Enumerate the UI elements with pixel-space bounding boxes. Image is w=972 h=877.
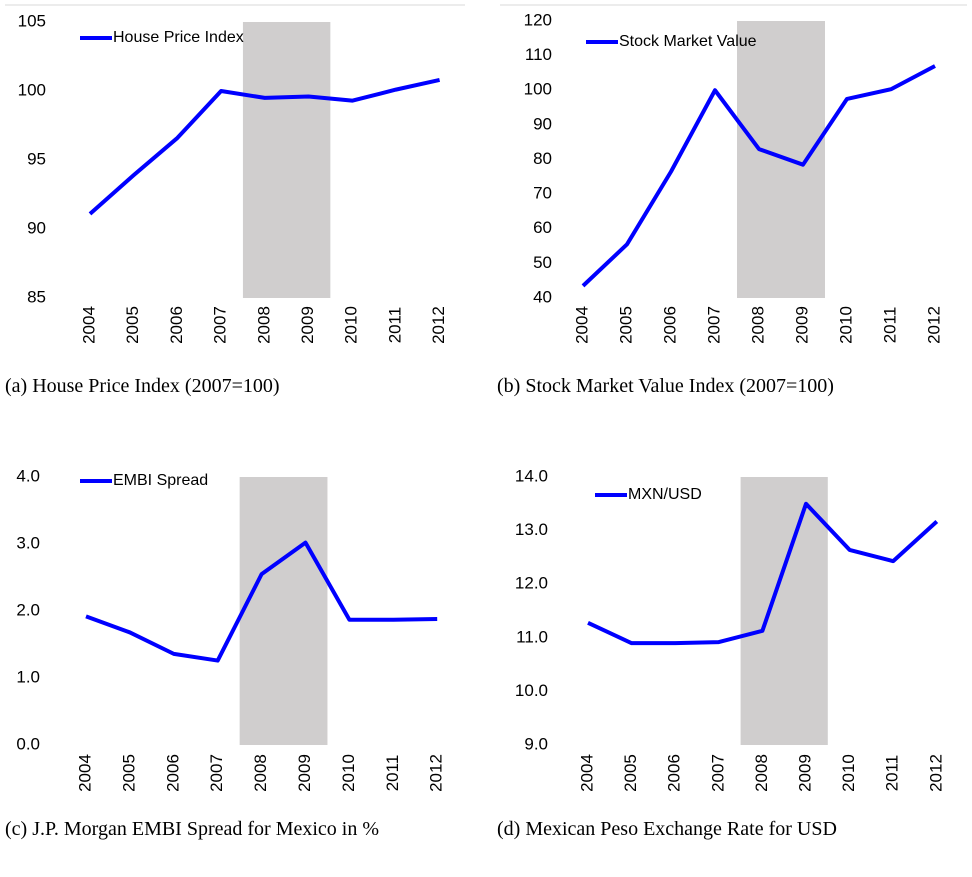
x-tick-label: 2011	[385, 307, 404, 344]
legend-label: House Price Index	[113, 29, 244, 46]
x-tick-label: 2007	[708, 754, 727, 792]
legend-label: Stock Market Value	[619, 33, 757, 50]
y-tick-label: 4.0	[16, 466, 40, 485]
x-tick-label: 2006	[163, 754, 182, 792]
y-tick-label: 3.0	[16, 533, 40, 552]
y-tick-label: 95	[27, 149, 46, 168]
x-tick-label: 2011	[383, 755, 402, 792]
x-tick-label: 2008	[752, 754, 771, 792]
y-tick-label: 10.0	[515, 681, 548, 700]
x-tick-label: 2009	[792, 306, 811, 344]
y-tick-label: 0.0	[16, 734, 40, 753]
x-tick-label: 2008	[748, 306, 767, 344]
y-tick-label: 90	[27, 218, 46, 237]
x-tick-label: 2009	[795, 754, 814, 792]
y-tick-label: 9.0	[524, 734, 548, 753]
x-tick-label: 2007	[704, 306, 723, 344]
y-tick-label: 90	[533, 114, 552, 133]
x-tick-label: 2005	[119, 754, 138, 792]
x-tick-label: 2005	[616, 306, 635, 344]
x-tick-label: 2004	[79, 306, 98, 344]
data-line	[85, 540, 438, 663]
x-tick-label: 2012	[924, 306, 943, 344]
x-tick-label: 2004	[75, 754, 94, 792]
y-tick-label: 14.0	[515, 466, 548, 485]
data-line	[581, 64, 936, 288]
data-line	[587, 501, 939, 646]
legend-label: EMBI Spread	[113, 472, 208, 489]
caption: (c) J.P. Morgan EMBI Spread for Mexico i…	[5, 818, 380, 840]
y-tick-label: 105	[18, 11, 46, 30]
x-tick-label: 2005	[621, 754, 640, 792]
caption: (a) House Price Index (2007=100)	[5, 375, 280, 397]
x-tick-label: 2012	[926, 754, 945, 792]
x-tick-label: 2012	[429, 306, 448, 344]
caption: (b) Stock Market Value Index (2007=100)	[497, 375, 834, 397]
y-tick-label: 12.0	[515, 574, 548, 593]
legend-label: MXN/USD	[628, 486, 702, 503]
x-tick-label: 2006	[167, 306, 186, 344]
x-tick-label: 2006	[660, 306, 679, 344]
x-tick-label: 2010	[339, 754, 358, 792]
y-tick-label: 60	[533, 218, 552, 237]
x-tick-label: 2012	[427, 754, 446, 792]
y-tick-label: 13.0	[515, 520, 548, 539]
x-tick-label: 2009	[298, 306, 317, 344]
y-tick-label: 70	[533, 184, 552, 203]
x-tick-label: 2004	[577, 754, 596, 792]
x-tick-label: 2010	[836, 306, 855, 344]
x-tick-label: 2009	[295, 754, 314, 792]
x-tick-label: 2008	[251, 754, 270, 792]
y-tick-label: 50	[533, 253, 552, 272]
y-tick-label: 11.0	[516, 627, 548, 646]
y-tick-label: 1.0	[16, 667, 40, 686]
x-tick-label: 2010	[839, 754, 858, 792]
x-tick-label: 2005	[123, 306, 142, 344]
y-tick-label: 80	[533, 149, 552, 168]
caption: (d) Mexican Peso Exchange Rate for USD	[497, 818, 837, 840]
y-tick-label: 2.0	[16, 600, 40, 619]
highlight-band	[740, 477, 828, 745]
x-tick-label: 2007	[207, 754, 226, 792]
data-line	[88, 78, 441, 216]
y-tick-label: 100	[524, 80, 552, 99]
x-tick-label: 2010	[342, 306, 361, 344]
y-tick-label: 85	[27, 287, 46, 306]
highlight-band	[242, 22, 331, 298]
y-tick-label: 120	[524, 10, 552, 29]
y-tick-label: 110	[525, 45, 552, 64]
x-tick-label: 2011	[883, 755, 902, 792]
x-tick-label: 2006	[665, 754, 684, 792]
y-tick-label: 40	[533, 287, 552, 306]
highlight-band	[737, 21, 825, 298]
y-tick-label: 100	[18, 80, 46, 99]
x-tick-label: 2011	[880, 307, 899, 344]
x-tick-label: 2004	[572, 306, 591, 344]
x-tick-label: 2007	[211, 306, 230, 344]
x-tick-label: 2008	[254, 306, 273, 344]
highlight-band	[239, 477, 328, 745]
